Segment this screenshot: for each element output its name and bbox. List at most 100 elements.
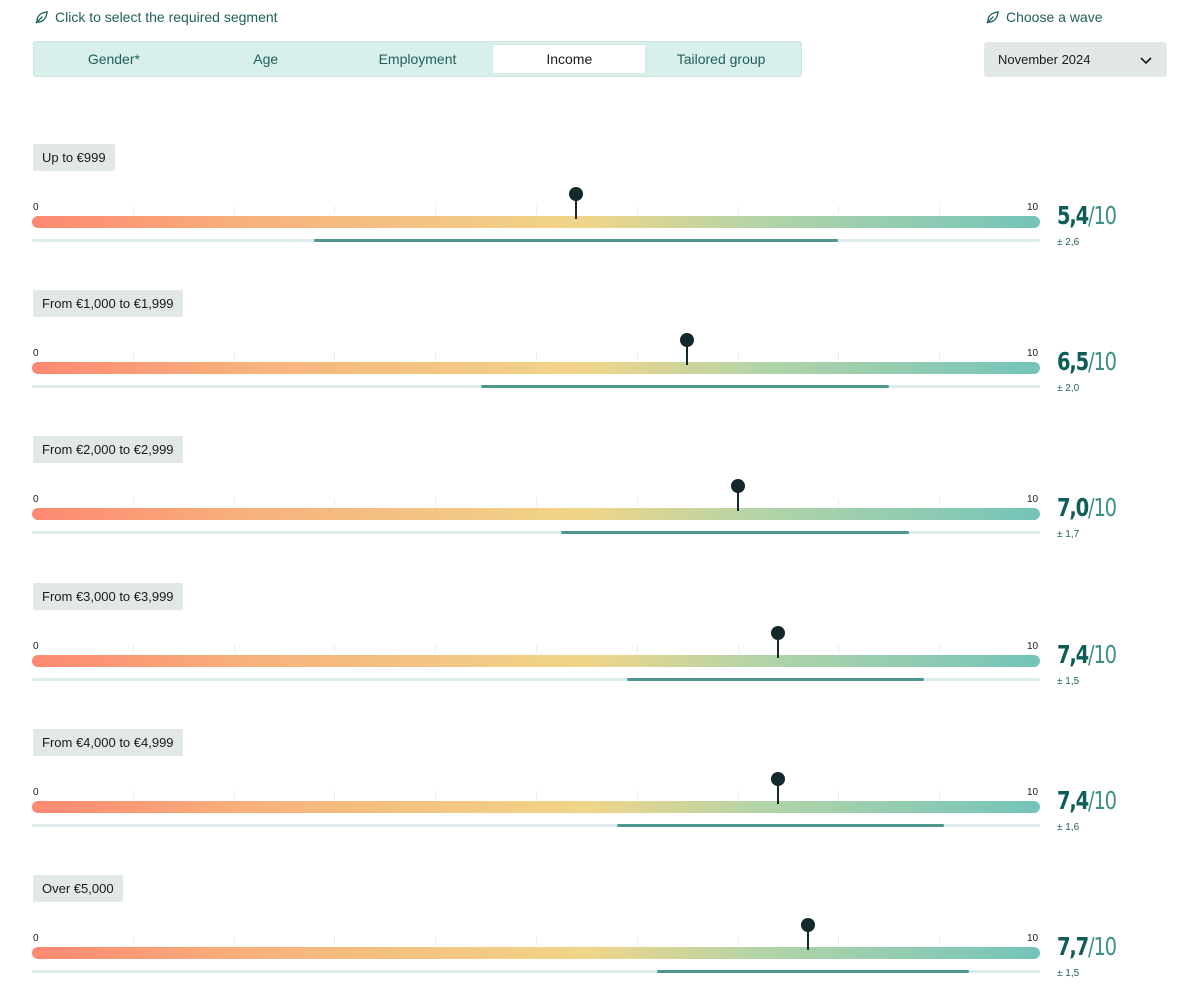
score-spread: ± 1,6 bbox=[1057, 821, 1080, 833]
segment-row: From €2,000 to €2,999 0 10 7,0/10 ± 1,7 bbox=[0, 436, 1191, 582]
segment-tabs: Gender* Age Employment Income Tailored g… bbox=[33, 41, 802, 77]
scale-tick bbox=[435, 498, 437, 507]
segment-label: Up to €999 bbox=[33, 144, 115, 171]
score-denominator: /10 bbox=[1088, 201, 1117, 230]
marker-stem bbox=[686, 343, 689, 366]
segment-label: From €2,000 to €2,999 bbox=[33, 436, 183, 464]
score-spread: ± 1,7 bbox=[1057, 529, 1080, 541]
wave-hint: Choose a wave bbox=[985, 9, 1103, 25]
scale-tick bbox=[233, 790, 235, 799]
confidence-interval-bar bbox=[626, 677, 925, 681]
score-denominator: /10 bbox=[1088, 347, 1117, 377]
confidence-track bbox=[32, 970, 1040, 973]
scale-tick bbox=[737, 790, 739, 799]
marker-head bbox=[770, 625, 785, 640]
scale-min-label: 0 bbox=[33, 494, 39, 506]
segment-label: From €1,000 to €1,999 bbox=[33, 290, 183, 318]
tab-employment[interactable]: Employment bbox=[378, 51, 457, 67]
tab-age[interactable]: Age bbox=[253, 51, 279, 67]
score-denominator: /10 bbox=[1088, 785, 1117, 815]
scale-tick bbox=[636, 644, 638, 653]
score-number: 7,4 bbox=[1057, 639, 1089, 669]
score-spread: ± 1,5 bbox=[1057, 968, 1080, 979]
segment-row: From €3,000 to €3,999 0 10 7,4/10 ± 1,5 bbox=[0, 582, 1191, 729]
leaf-icon bbox=[35, 10, 48, 24]
wave-hint-text: Choose a wave bbox=[1006, 9, 1103, 25]
scale-tick bbox=[334, 352, 336, 361]
scale-tick bbox=[233, 206, 235, 214]
scale-max-label: 10 bbox=[1027, 786, 1039, 798]
confidence-interval-bar bbox=[656, 970, 970, 973]
scale-tick bbox=[334, 498, 336, 507]
score-value: 6,5/10 bbox=[1057, 347, 1117, 377]
tab-gender[interactable]: Gender* bbox=[87, 51, 140, 67]
segment-row: From €4,000 to €4,999 0 10 7,4/10 ± 1,6 bbox=[0, 728, 1191, 875]
segment-label: Over €5,000 bbox=[33, 875, 123, 902]
scale-tick bbox=[132, 352, 134, 361]
scale-tick bbox=[636, 498, 638, 507]
confidence-interval-bar bbox=[616, 823, 945, 827]
scale-tick bbox=[536, 352, 537, 361]
leaf-icon bbox=[986, 10, 999, 24]
segment-hint-text: Click to select the required segment bbox=[55, 9, 278, 25]
score-denominator: /10 bbox=[1088, 932, 1117, 961]
wave-select[interactable]: November 2024 bbox=[984, 42, 1167, 77]
scale-tick bbox=[233, 937, 235, 945]
confidence-interval-bar bbox=[314, 239, 839, 242]
score-spread: ± 2,0 bbox=[1057, 383, 1080, 395]
score-denominator: /10 bbox=[1088, 639, 1117, 669]
confidence-track bbox=[32, 531, 1040, 535]
scale-tick bbox=[838, 644, 840, 653]
scale-tick bbox=[233, 352, 235, 361]
score-number: 7,0 bbox=[1057, 493, 1089, 523]
scale-tick bbox=[536, 206, 537, 214]
scale-tick bbox=[132, 790, 134, 799]
score-gradient-track bbox=[32, 508, 1040, 521]
marker-stem bbox=[736, 489, 739, 512]
tab-income[interactable]: Income bbox=[493, 45, 646, 73]
scale-tick bbox=[939, 790, 941, 799]
score-value: 7,4/10 bbox=[1057, 639, 1117, 669]
wave-select-value: November 2024 bbox=[998, 52, 1091, 67]
scale-tick bbox=[334, 937, 336, 945]
tab-tailored-group[interactable]: Tailored group bbox=[676, 51, 766, 67]
marker-head bbox=[680, 333, 695, 348]
scale-tick bbox=[838, 498, 840, 507]
scale-tick bbox=[737, 352, 739, 361]
scale-tick bbox=[536, 644, 537, 653]
confidence-interval-bar bbox=[480, 385, 889, 389]
scale-tick bbox=[233, 498, 235, 507]
scale-tick bbox=[132, 498, 134, 507]
score-spread: ± 1,5 bbox=[1057, 675, 1080, 687]
scale-tick bbox=[838, 790, 840, 799]
segment-hint: Click to select the required segment bbox=[34, 9, 278, 25]
scale-max-label: 10 bbox=[1027, 494, 1039, 506]
scale-tick bbox=[737, 937, 739, 945]
marker-stem bbox=[807, 928, 810, 950]
scale-tick bbox=[838, 206, 840, 214]
score-value: 7,4/10 bbox=[1057, 785, 1117, 815]
score-denominator: /10 bbox=[1088, 493, 1117, 523]
score-number: 7,7 bbox=[1057, 932, 1089, 961]
score-marker bbox=[730, 479, 745, 512]
scale-tick bbox=[435, 206, 437, 214]
scale-tick bbox=[334, 790, 336, 799]
score-gradient-track bbox=[32, 947, 1040, 959]
score-spread: ± 2,6 bbox=[1057, 237, 1080, 248]
scale-min-label: 0 bbox=[33, 202, 39, 213]
segment-row: From €1,000 to €1,999 0 10 6,5/10 ± 2,0 bbox=[0, 290, 1191, 436]
scale-tick bbox=[838, 352, 840, 361]
scale-tick bbox=[939, 644, 941, 653]
segment-label: From €4,000 to €4,999 bbox=[33, 728, 183, 756]
scale-tick bbox=[536, 498, 537, 507]
scale-max-label: 10 bbox=[1027, 348, 1039, 360]
marker-head bbox=[770, 771, 785, 786]
scale-tick bbox=[636, 790, 638, 799]
score-gradient-track bbox=[32, 800, 1040, 813]
score-number: 7,4 bbox=[1057, 785, 1089, 815]
marker-stem bbox=[776, 635, 779, 658]
score-gradient-track bbox=[32, 216, 1040, 228]
scale-tick bbox=[435, 352, 437, 361]
score-gradient-track bbox=[32, 362, 1040, 375]
scale-tick bbox=[435, 937, 437, 945]
